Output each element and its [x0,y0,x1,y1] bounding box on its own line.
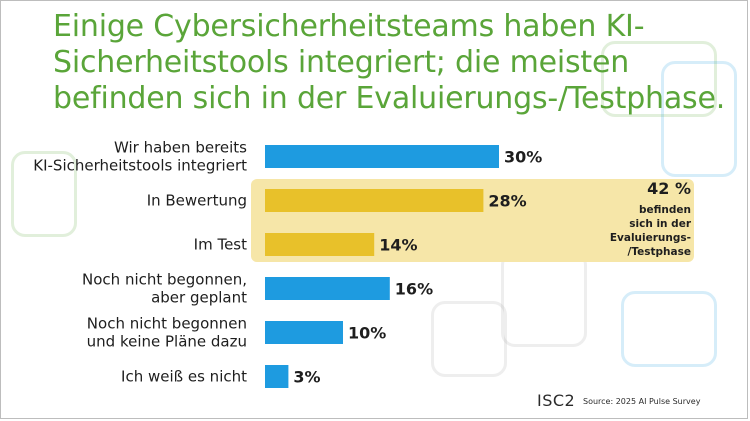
bar [265,145,499,168]
bar [265,321,343,344]
bar-value-label: 28% [488,192,526,211]
evaluation-callout: 42 % befinden sich in der Evaluierungs- … [583,179,691,259]
source-note: Source: 2025 AI Pulse Survey [583,397,701,406]
bar-value-label: 14% [379,236,417,255]
bar-value-label: 10% [348,324,386,343]
decorative-shape [601,41,717,117]
bar [265,277,390,300]
category-label: Ich weiß es nicht [121,368,247,386]
callout-line: /Testphase [627,246,691,258]
category-label: Im Test [194,236,247,254]
category-label: KI-Sicherheitstools integriert [33,157,247,175]
bar-value-label: 3% [293,368,320,387]
chart-title: Einige Cybersicherheitsteams haben KI-Si… [53,9,726,116]
category-label: Noch nicht begonnen, [82,271,247,289]
callout-line: Evaluierungs- [609,232,691,244]
decorative-shape [621,291,717,367]
category-label: und keine Pläne dazu [87,333,247,351]
bar-value-label: 30% [504,148,542,167]
callout-line: sich in der [629,218,691,230]
category-label: Noch nicht begonnen [87,315,247,333]
bar [265,365,289,388]
bar [265,189,484,212]
decorative-shape [661,61,737,177]
callout-text: befinden sich in der Evaluierungs- /Test… [583,203,691,259]
category-label: In Bewertung [147,192,247,210]
category-label: Wir haben bereits [114,139,247,157]
category-label: aber geplant [151,289,247,307]
bar [265,233,375,256]
isc2-logo: ISC2 [537,391,576,410]
callout-percent: 42 % [647,179,691,198]
bar-value-label: 16% [395,280,433,299]
callout-line: befinden [638,204,691,216]
decorative-shape [11,151,77,237]
decorative-shape [431,301,507,377]
